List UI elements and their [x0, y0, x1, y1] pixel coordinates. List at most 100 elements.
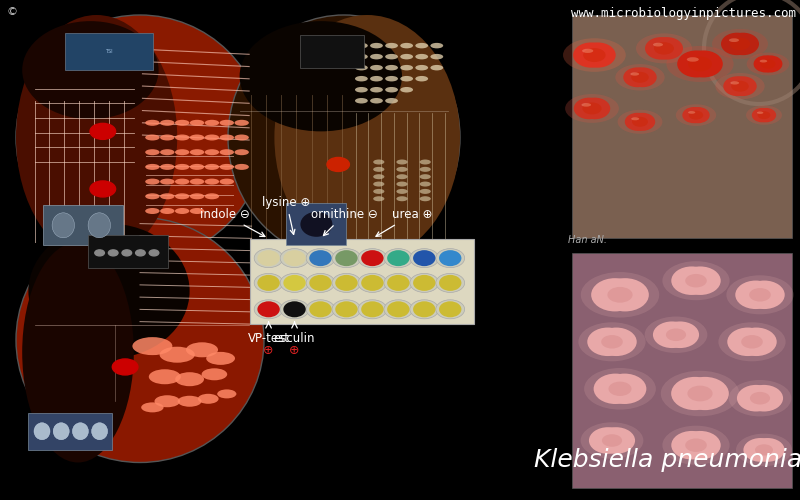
- Ellipse shape: [631, 118, 639, 120]
- Ellipse shape: [175, 372, 204, 386]
- Ellipse shape: [715, 73, 765, 100]
- Ellipse shape: [565, 94, 619, 123]
- Ellipse shape: [582, 102, 602, 115]
- Circle shape: [94, 250, 104, 256]
- Ellipse shape: [306, 274, 335, 292]
- Ellipse shape: [190, 208, 204, 214]
- Ellipse shape: [727, 328, 768, 356]
- Ellipse shape: [149, 369, 181, 384]
- Text: ornithine ⊖: ornithine ⊖: [311, 208, 378, 236]
- Ellipse shape: [396, 189, 407, 194]
- Ellipse shape: [721, 32, 753, 55]
- Ellipse shape: [618, 110, 662, 134]
- Ellipse shape: [685, 274, 707, 287]
- Ellipse shape: [385, 87, 398, 92]
- Ellipse shape: [563, 38, 626, 72]
- Ellipse shape: [332, 274, 361, 292]
- Ellipse shape: [370, 43, 383, 49]
- Ellipse shape: [72, 423, 88, 440]
- Ellipse shape: [146, 208, 160, 214]
- Ellipse shape: [190, 149, 204, 155]
- Ellipse shape: [430, 65, 443, 70]
- Ellipse shape: [580, 42, 616, 68]
- Ellipse shape: [579, 98, 610, 119]
- FancyBboxPatch shape: [572, 252, 792, 488]
- Circle shape: [108, 250, 118, 256]
- Ellipse shape: [689, 110, 703, 120]
- Ellipse shape: [355, 54, 368, 60]
- Ellipse shape: [52, 213, 74, 238]
- Ellipse shape: [254, 300, 283, 319]
- Ellipse shape: [736, 434, 792, 466]
- Ellipse shape: [597, 427, 635, 454]
- Ellipse shape: [190, 194, 204, 200]
- Ellipse shape: [730, 38, 750, 50]
- Ellipse shape: [358, 248, 386, 268]
- Ellipse shape: [430, 43, 443, 49]
- Ellipse shape: [385, 54, 398, 60]
- Ellipse shape: [160, 149, 174, 155]
- Ellipse shape: [581, 422, 643, 458]
- Ellipse shape: [629, 68, 657, 87]
- Ellipse shape: [219, 149, 234, 155]
- Ellipse shape: [602, 434, 622, 447]
- Ellipse shape: [410, 248, 438, 268]
- Ellipse shape: [385, 76, 398, 82]
- Ellipse shape: [415, 43, 428, 49]
- Text: ©: ©: [6, 8, 18, 18]
- Text: urea ⊕: urea ⊕: [376, 208, 433, 236]
- Ellipse shape: [685, 438, 707, 452]
- Ellipse shape: [160, 208, 174, 214]
- Circle shape: [90, 181, 115, 197]
- Ellipse shape: [631, 72, 649, 83]
- Ellipse shape: [384, 300, 413, 319]
- Ellipse shape: [355, 98, 368, 103]
- Ellipse shape: [731, 80, 749, 92]
- Ellipse shape: [661, 322, 699, 348]
- Ellipse shape: [219, 164, 234, 170]
- Ellipse shape: [400, 76, 413, 82]
- Ellipse shape: [358, 300, 386, 319]
- Ellipse shape: [686, 57, 699, 62]
- Ellipse shape: [258, 250, 280, 266]
- Ellipse shape: [758, 111, 770, 119]
- FancyBboxPatch shape: [43, 206, 123, 246]
- Ellipse shape: [589, 427, 627, 454]
- FancyBboxPatch shape: [28, 413, 112, 450]
- FancyBboxPatch shape: [87, 236, 167, 268]
- Ellipse shape: [373, 167, 384, 172]
- Ellipse shape: [712, 29, 768, 59]
- Ellipse shape: [415, 65, 428, 70]
- Ellipse shape: [735, 280, 776, 309]
- Text: Klebsiella pneumoniae: Klebsiella pneumoniae: [534, 448, 800, 472]
- Ellipse shape: [387, 302, 410, 318]
- Ellipse shape: [584, 368, 656, 410]
- Ellipse shape: [413, 302, 435, 318]
- Ellipse shape: [160, 194, 174, 200]
- Ellipse shape: [254, 274, 283, 292]
- Text: lysine ⊕: lysine ⊕: [262, 196, 310, 234]
- Ellipse shape: [219, 120, 234, 126]
- Ellipse shape: [760, 59, 776, 69]
- Ellipse shape: [387, 250, 410, 266]
- Ellipse shape: [22, 242, 134, 462]
- Ellipse shape: [653, 43, 663, 46]
- Ellipse shape: [280, 274, 309, 292]
- Ellipse shape: [16, 15, 264, 260]
- Ellipse shape: [439, 275, 462, 291]
- Ellipse shape: [436, 300, 465, 319]
- Ellipse shape: [205, 149, 219, 155]
- Ellipse shape: [384, 274, 413, 292]
- Ellipse shape: [430, 54, 443, 60]
- Ellipse shape: [680, 266, 721, 295]
- Ellipse shape: [396, 167, 407, 172]
- Ellipse shape: [228, 15, 460, 260]
- Ellipse shape: [419, 189, 430, 194]
- Ellipse shape: [687, 386, 713, 402]
- Ellipse shape: [574, 98, 605, 119]
- Ellipse shape: [205, 164, 219, 170]
- Ellipse shape: [387, 275, 410, 291]
- Ellipse shape: [752, 108, 772, 122]
- Ellipse shape: [662, 426, 730, 465]
- Ellipse shape: [370, 87, 383, 92]
